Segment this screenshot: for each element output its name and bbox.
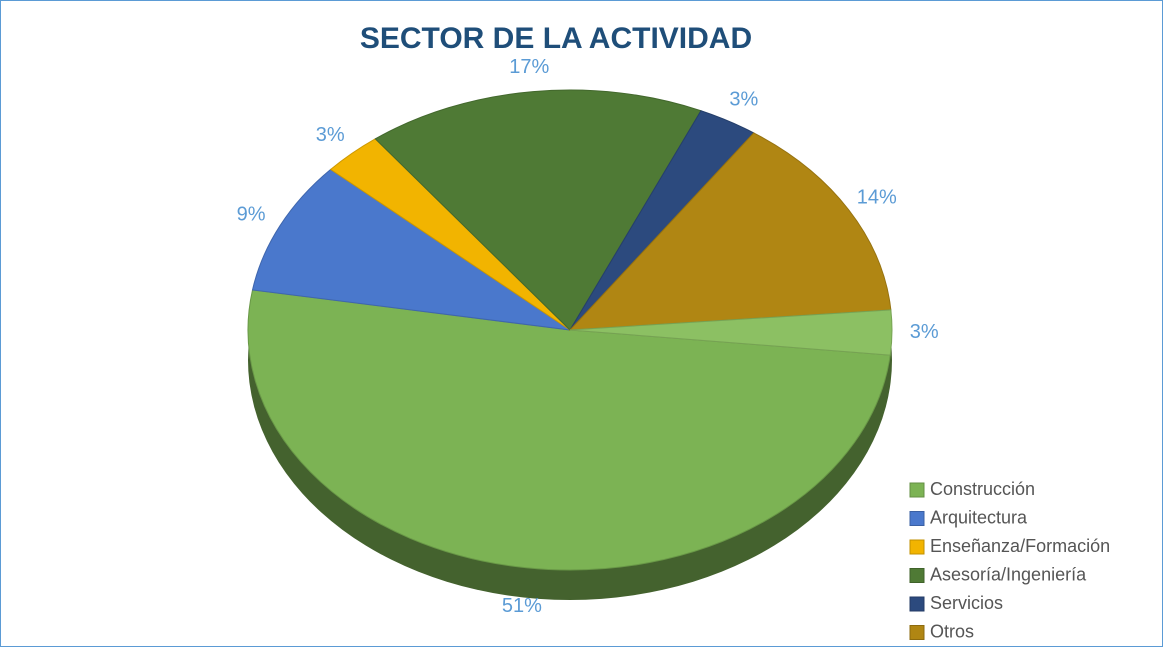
pie (247, 89, 893, 600)
data-label: 14% (857, 186, 897, 208)
pie-slice (251, 168, 571, 331)
legend-swatch (909, 539, 925, 555)
data-label: 3% (729, 88, 758, 110)
legend-label: Servicios (930, 593, 1003, 613)
pie-slice (569, 309, 893, 356)
chart-title: SECTOR DE LA ACTIVIDAD (360, 22, 752, 55)
data-label: 9% (237, 203, 266, 225)
pie-slice (247, 289, 891, 571)
data-label: 51% (502, 595, 542, 617)
legend-swatch (909, 482, 925, 498)
legend-swatch (909, 625, 925, 640)
legend-swatch (909, 511, 925, 526)
legend-swatch (909, 568, 925, 583)
data-label: 3% (910, 321, 939, 343)
data-label: 17% (509, 56, 549, 78)
legend-label: Otros (930, 621, 974, 641)
pie-slice (568, 132, 892, 331)
legend-label: Arquitectura (930, 507, 1028, 527)
legend-label: Asesoría/Ingeniería (930, 564, 1087, 584)
pie-slice (374, 89, 702, 331)
legend-label: Enseñanza/Formación (930, 536, 1110, 556)
legend: Construcción Arquitectura Enseñanza/Formac… (909, 479, 1110, 641)
legend-swatch (909, 596, 925, 612)
data-label: 3% (316, 124, 345, 146)
legend-label: Construcción (930, 479, 1035, 499)
